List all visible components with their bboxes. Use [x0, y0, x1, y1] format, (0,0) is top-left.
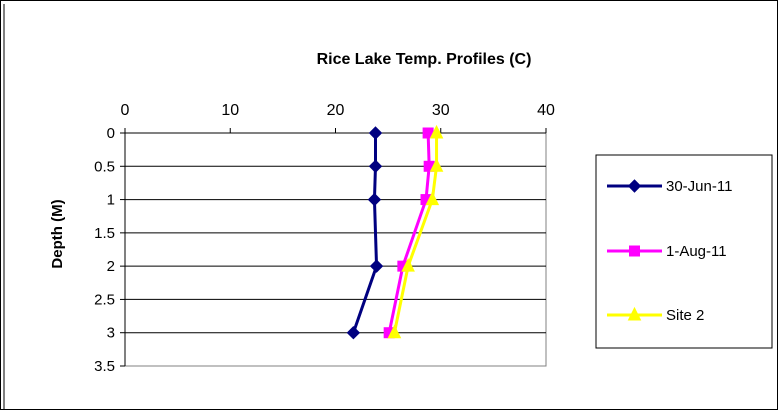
y-tick-label: 1	[107, 192, 115, 209]
y-tick-label: 2	[107, 258, 115, 275]
series-site-2	[387, 124, 444, 339]
x-tick-label: 0	[121, 102, 130, 119]
y-tick-label: 2.5	[94, 291, 115, 308]
y-axis-label: Depth (M)	[49, 199, 66, 268]
data-point-diamond	[368, 126, 383, 140]
legend-item: Site 2	[607, 306, 704, 324]
x-axis: 0 10 20 30 40	[121, 102, 555, 134]
legend-label: 1-Aug-11	[666, 243, 727, 260]
y-tick-label: 0	[107, 125, 115, 142]
y-tick-label: 1.5	[94, 225, 115, 242]
y-tick-label: 3	[107, 325, 115, 342]
legend-label: 30-Jun-11	[666, 178, 732, 195]
x-tick-label: 40	[537, 102, 555, 119]
data-point-triangle	[425, 191, 440, 206]
gridlines	[125, 165, 546, 334]
series-1-aug-11	[383, 127, 435, 339]
legend-item: 30-Jun-11	[607, 178, 732, 195]
data-point-diamond	[369, 259, 384, 273]
data-point-square	[629, 245, 640, 257]
data-point-triangle	[401, 258, 415, 272]
data-point-diamond	[368, 159, 383, 173]
plot-area	[124, 132, 547, 367]
legend-item: 1-Aug-11	[607, 243, 727, 260]
y-tick-label: 3.5	[94, 358, 115, 375]
series-30-jun-11	[346, 126, 384, 340]
series-layer	[346, 124, 444, 340]
data-point-triangle	[429, 124, 444, 139]
data-point-triangle	[627, 306, 642, 321]
data-point-diamond	[367, 192, 382, 207]
data-point-diamond	[627, 179, 642, 193]
x-tick-label: 10	[221, 102, 239, 119]
x-tick-label: 20	[327, 102, 345, 119]
chart-title: Rice Lake Temp. Profiles (C)	[317, 51, 532, 68]
y-tick-label: 0.5	[94, 158, 115, 175]
y-axis: 0 0.5 1 1.5 2 2.5 3 3.5	[94, 125, 126, 375]
legend-label: Site 2	[666, 307, 704, 324]
data-point-triangle	[387, 324, 402, 339]
data-point-triangle	[429, 158, 444, 172]
data-point-diamond	[346, 326, 361, 340]
legend: 30-Jun-11 1-Aug-11 Site 2	[595, 154, 773, 349]
x-tick-label: 30	[432, 102, 450, 119]
